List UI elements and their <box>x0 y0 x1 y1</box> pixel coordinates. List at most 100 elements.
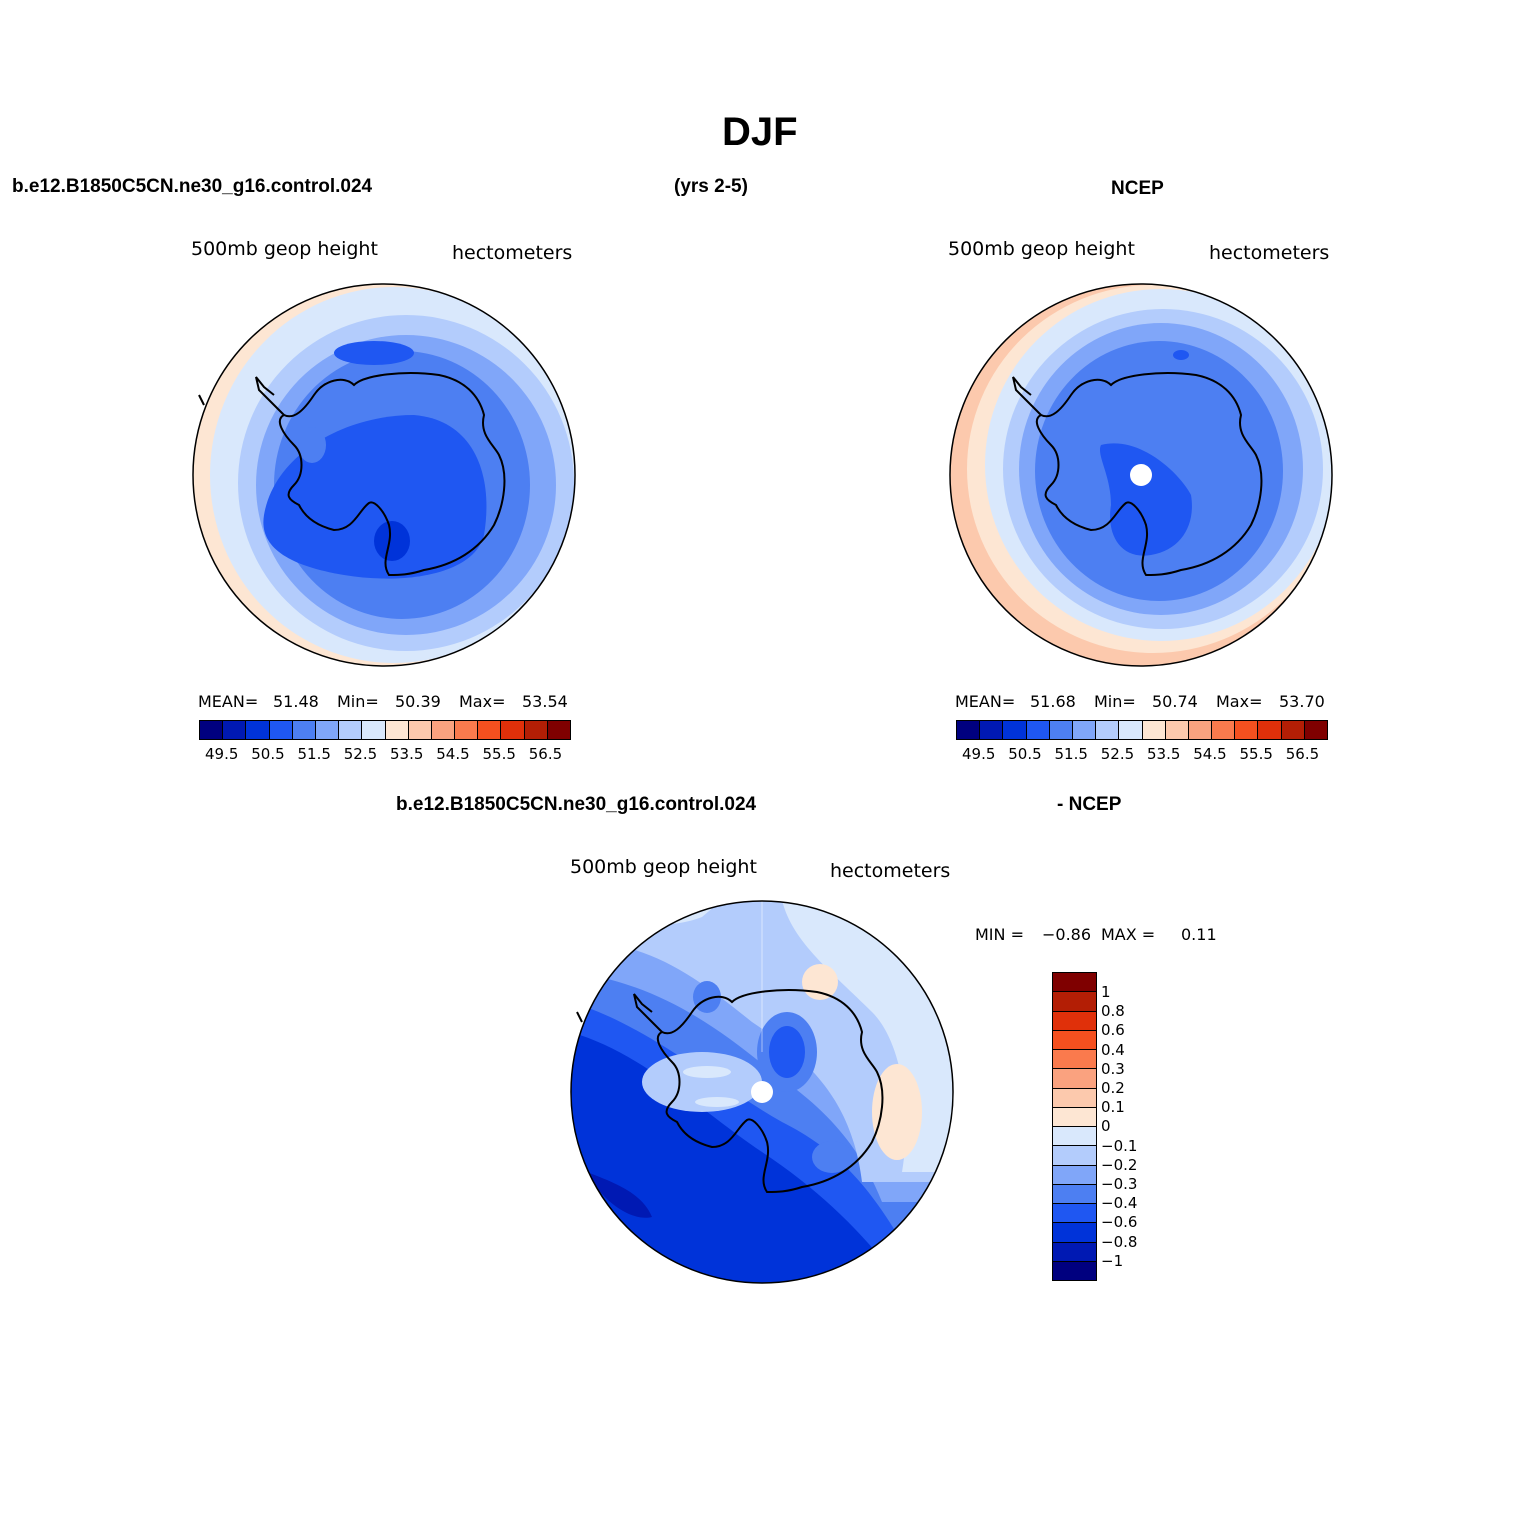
diff-min-value: −0.86 <box>1042 925 1092 944</box>
colorbar-tick-label: 53.5 <box>1147 745 1181 763</box>
colorbar-swatch <box>200 721 224 739</box>
colorbar-swatch <box>455 721 479 739</box>
colorbar-swatch <box>1096 721 1120 739</box>
colorbar-tick-label: 51.5 <box>1054 745 1088 763</box>
colorbar-swatch <box>1053 1242 1096 1262</box>
colorbar-swatch <box>1053 1011 1096 1031</box>
colorbar-tick-label: −0.3 <box>1101 1175 1138 1193</box>
colorbar-swatch <box>362 721 386 739</box>
diff-min-label: MIN = <box>975 925 1024 944</box>
colorbar-swatch <box>1119 721 1143 739</box>
ncep-map-border <box>949 283 1333 667</box>
diff-max-label: MAX = <box>1101 925 1156 944</box>
colorbar-tick-label: −1 <box>1101 1251 1124 1270</box>
model-mean-label: MEAN= <box>198 692 259 711</box>
colorbar-tick-label: −0.8 <box>1101 1232 1138 1251</box>
antarctica-coastline <box>656 989 884 1194</box>
colorbar-tick-label: 52.5 <box>1100 745 1135 763</box>
model-max-value: 53.54 <box>522 692 568 711</box>
diff-max-value: 0.11 <box>1181 925 1217 944</box>
colorbar-swatch <box>1212 721 1236 739</box>
model-colorbar <box>199 720 571 740</box>
diff-units-label: hectometers <box>830 860 951 882</box>
colorbar-swatch <box>1053 1050 1096 1070</box>
colorbar-tick-label: 0.1 <box>1101 1098 1125 1117</box>
colorbar-swatch <box>1188 721 1213 739</box>
colorbar-swatch <box>223 721 247 739</box>
colorbar-tick-label: 49.5 <box>962 745 996 763</box>
colorbar-tick-label: 53.5 <box>390 745 424 763</box>
colorbar-swatch <box>1049 721 1073 739</box>
colorbar-swatch <box>1053 1069 1096 1089</box>
colorbar-swatch <box>1003 721 1027 739</box>
colorbar-tick-label: 0.3 <box>1101 1059 1125 1078</box>
colorbar-tick-label: 0 <box>1101 1117 1111 1136</box>
antarctica-coastline <box>278 372 506 577</box>
ncep-units-label: hectometers <box>1209 242 1330 264</box>
colorbar-tick-label: 56.5 <box>1285 745 1320 763</box>
model-variable-label: 500mb geop height <box>191 238 378 260</box>
colorbar-swatch <box>1053 1184 1096 1204</box>
period-label: (yrs 2-5) <box>674 176 748 197</box>
ncep-mean-value: 51.68 <box>1030 692 1076 711</box>
colorbar-swatch <box>1165 721 1189 739</box>
colorbar-swatch <box>957 721 981 739</box>
colorbar-tick-label: 55.5 <box>482 745 516 763</box>
ncep-polar-map <box>949 283 1333 667</box>
ncep-mean-label: MEAN= <box>955 692 1016 711</box>
colorbar-swatch <box>1281 721 1305 739</box>
colorbar-swatch <box>1053 1204 1096 1224</box>
colorbar-swatch <box>292 721 316 739</box>
diff-ref-label: - NCEP <box>1057 794 1122 815</box>
colorbar-swatch <box>1026 721 1050 739</box>
colorbar-swatch <box>1072 721 1097 739</box>
pole-missing-data <box>1130 464 1152 486</box>
colorbar-tick-label: 50.5 <box>1008 745 1042 763</box>
colorbar-swatch <box>1053 992 1096 1012</box>
model-min-label: Min= <box>337 692 379 711</box>
colorbar-swatch <box>408 721 432 739</box>
colorbar-swatch <box>269 721 293 739</box>
colorbar-swatch <box>524 721 548 739</box>
diff-map-border <box>570 900 954 1284</box>
colorbar-swatch <box>385 721 409 739</box>
reference-label: NCEP <box>1111 178 1164 199</box>
ncep-min-value: 50.74 <box>1152 692 1198 711</box>
colorbar-tick-label: −0.2 <box>1101 1155 1138 1174</box>
ncep-colorbar <box>956 720 1328 740</box>
colorbar-tick-label: 51.5 <box>297 745 331 763</box>
model-polar-map <box>192 283 576 667</box>
pole-missing-data <box>751 1081 773 1103</box>
colorbar-swatch <box>1053 1088 1096 1108</box>
antarctica-coastline <box>1035 372 1263 577</box>
colorbar-tick-label: 54.5 <box>436 745 470 763</box>
colorbar-swatch <box>1053 1030 1096 1050</box>
ncep-max-label: Max= <box>1216 692 1263 711</box>
colorbar-swatch <box>1304 721 1327 739</box>
ncep-min-label: Min= <box>1094 692 1136 711</box>
colorbar-tick-label: 0.4 <box>1101 1040 1125 1059</box>
colorbar-tick-label: 56.5 <box>528 745 563 763</box>
colorbar-tick-label: 0.8 <box>1101 1002 1125 1021</box>
model-min-value: 50.39 <box>395 692 441 711</box>
diff-case-label: b.e12.B1850C5CN.ne30_g16.control.024 <box>396 794 757 815</box>
colorbar-tick-label: 52.5 <box>343 745 378 763</box>
diff-polar-map <box>570 900 954 1284</box>
model-max-label: Max= <box>459 692 506 711</box>
model-map-border <box>192 283 576 667</box>
colorbar-swatch <box>1053 1127 1096 1147</box>
colorbar-swatch <box>1142 721 1166 739</box>
colorbar-tick-label: 54.5 <box>1193 745 1227 763</box>
colorbar-swatch <box>1258 721 1282 739</box>
diff-variable-label: 500mb geop height <box>570 856 757 878</box>
colorbar-swatch <box>980 721 1004 739</box>
colorbar-swatch <box>431 721 456 739</box>
colorbar-swatch <box>1053 1165 1096 1185</box>
colorbar-swatch <box>1053 1261 1096 1280</box>
colorbar-swatch <box>1235 721 1259 739</box>
model-mean-value: 51.48 <box>273 692 319 711</box>
colorbar-swatch <box>1053 1146 1096 1166</box>
model-units-label: hectometers <box>452 242 573 264</box>
colorbar-swatch <box>1053 1107 1096 1127</box>
ncep-max-value: 53.70 <box>1279 692 1325 711</box>
